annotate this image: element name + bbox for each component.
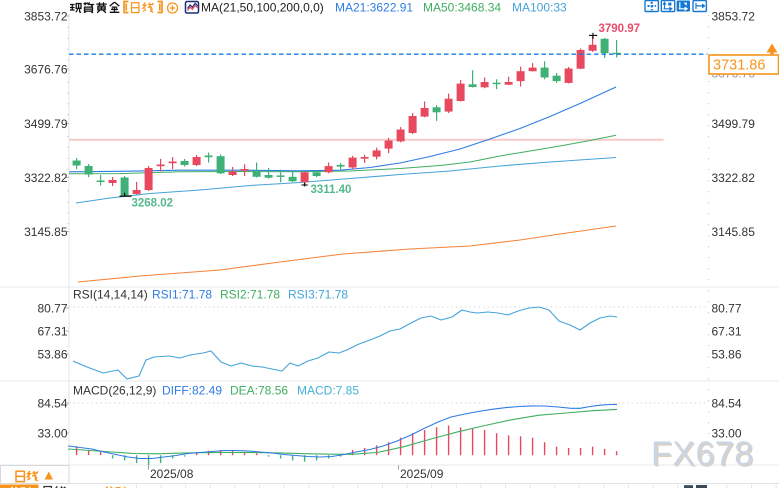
svg-text:MACD:7.85: MACD:7.85 (297, 384, 359, 398)
svg-text:FX678: FX678 (651, 435, 754, 473)
svg-text:3499.79: 3499.79 (24, 117, 68, 131)
svg-text:3268.02: 3268.02 (132, 198, 174, 210)
svg-text:DIFF:82.49: DIFF:82.49 (162, 384, 222, 398)
svg-text:33.00: 33.00 (37, 426, 67, 440)
svg-text:53.86: 53.86 (37, 347, 67, 361)
svg-text:80.77: 80.77 (37, 301, 67, 315)
svg-text:3731.86: 3731.86 (713, 57, 765, 73)
svg-text:3145.85: 3145.85 (712, 225, 756, 239)
svg-text:67.31: 67.31 (37, 324, 67, 338)
svg-text:MA100:33: MA100:33 (512, 1, 567, 15)
svg-text:RSI2:71.78: RSI2:71.78 (220, 288, 280, 302)
svg-text:MA(21,50,100,200,0,0): MA(21,50,100,200,0,0) (201, 1, 324, 15)
svg-text:84.54: 84.54 (712, 396, 742, 410)
svg-text:DEA:78.56: DEA:78.56 (230, 384, 288, 398)
svg-text:2025/09: 2025/09 (400, 467, 444, 481)
svg-text:RSI3:71.78: RSI3:71.78 (288, 288, 348, 302)
svg-text:3499.79: 3499.79 (712, 117, 756, 131)
svg-text:80.77: 80.77 (712, 301, 742, 315)
svg-text:3853.72: 3853.72 (712, 9, 756, 23)
svg-text:67.31: 67.31 (712, 324, 742, 338)
svg-text:3311.40: 3311.40 (311, 184, 352, 196)
svg-text:84.54: 84.54 (37, 396, 67, 410)
svg-text:3322.82: 3322.82 (712, 171, 756, 185)
svg-text:3145.85: 3145.85 (24, 225, 68, 239)
svg-text:53.86: 53.86 (712, 347, 742, 361)
svg-text:3790.97: 3790.97 (599, 23, 641, 35)
svg-text:RSI1:71.78: RSI1:71.78 (152, 288, 212, 302)
svg-text:RSI(14,14,14): RSI(14,14,14) (73, 288, 148, 302)
svg-text:33.00: 33.00 (712, 426, 742, 440)
svg-text:MA50:3468.34: MA50:3468.34 (423, 1, 501, 15)
svg-text:FX678: FX678 (653, 437, 756, 475)
svg-text:MACD(26,12,9): MACD(26,12,9) (73, 384, 156, 398)
svg-text:3853.72: 3853.72 (24, 9, 68, 23)
svg-text:MA21:3622.91: MA21:3622.91 (335, 1, 413, 15)
svg-text:2025/08: 2025/08 (150, 467, 194, 481)
svg-text:3322.82: 3322.82 (24, 171, 68, 185)
svg-text:3676.76: 3676.76 (24, 62, 68, 76)
